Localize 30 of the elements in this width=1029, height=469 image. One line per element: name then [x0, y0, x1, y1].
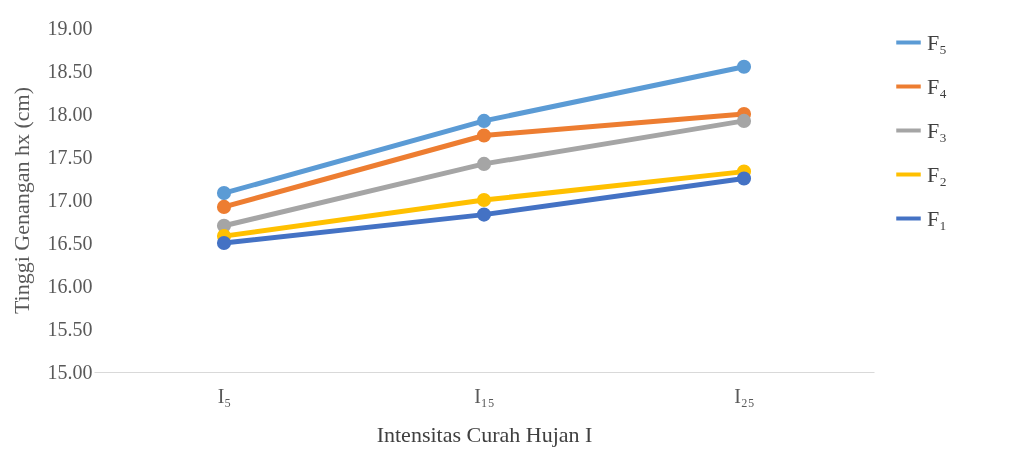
y-tick-label: 17.00 [47, 188, 93, 211]
y-tick-label: 15.50 [47, 317, 93, 340]
legend-label: F₁ [927, 205, 947, 231]
legend-label: F₄ [927, 73, 947, 99]
x-tick-label: I₅ [217, 384, 232, 407]
point [476, 128, 492, 143]
point [736, 113, 752, 128]
y-tick-label: 16.50 [47, 231, 93, 254]
y-axis-title: Tinggi Genangan hx (cm) [8, 86, 34, 315]
x-tick-label: I₂₅ [734, 384, 755, 407]
point [216, 235, 232, 251]
legend-label: F₅ [927, 29, 947, 55]
point [476, 113, 492, 128]
point [736, 171, 752, 186]
point [476, 207, 492, 222]
legend-label: F₂ [927, 161, 947, 187]
point [736, 59, 752, 74]
point [216, 199, 232, 214]
y-tick-label: 16.00 [47, 274, 93, 297]
y-tick-label: 17.50 [47, 145, 93, 168]
y-tick-label: 15.00 [47, 360, 93, 383]
x-tick-label: I₁₅ [474, 384, 495, 407]
point [476, 192, 492, 208]
y-tick-label: 18.50 [47, 59, 93, 82]
legend-label: F₃ [927, 117, 947, 143]
y-tick-label: 18.00 [47, 102, 93, 125]
point [476, 156, 492, 171]
point [216, 186, 232, 201]
x-axis-title: Intensitas Curah Hujan I [376, 421, 593, 447]
y-tick-label: 19.00 [47, 16, 93, 39]
